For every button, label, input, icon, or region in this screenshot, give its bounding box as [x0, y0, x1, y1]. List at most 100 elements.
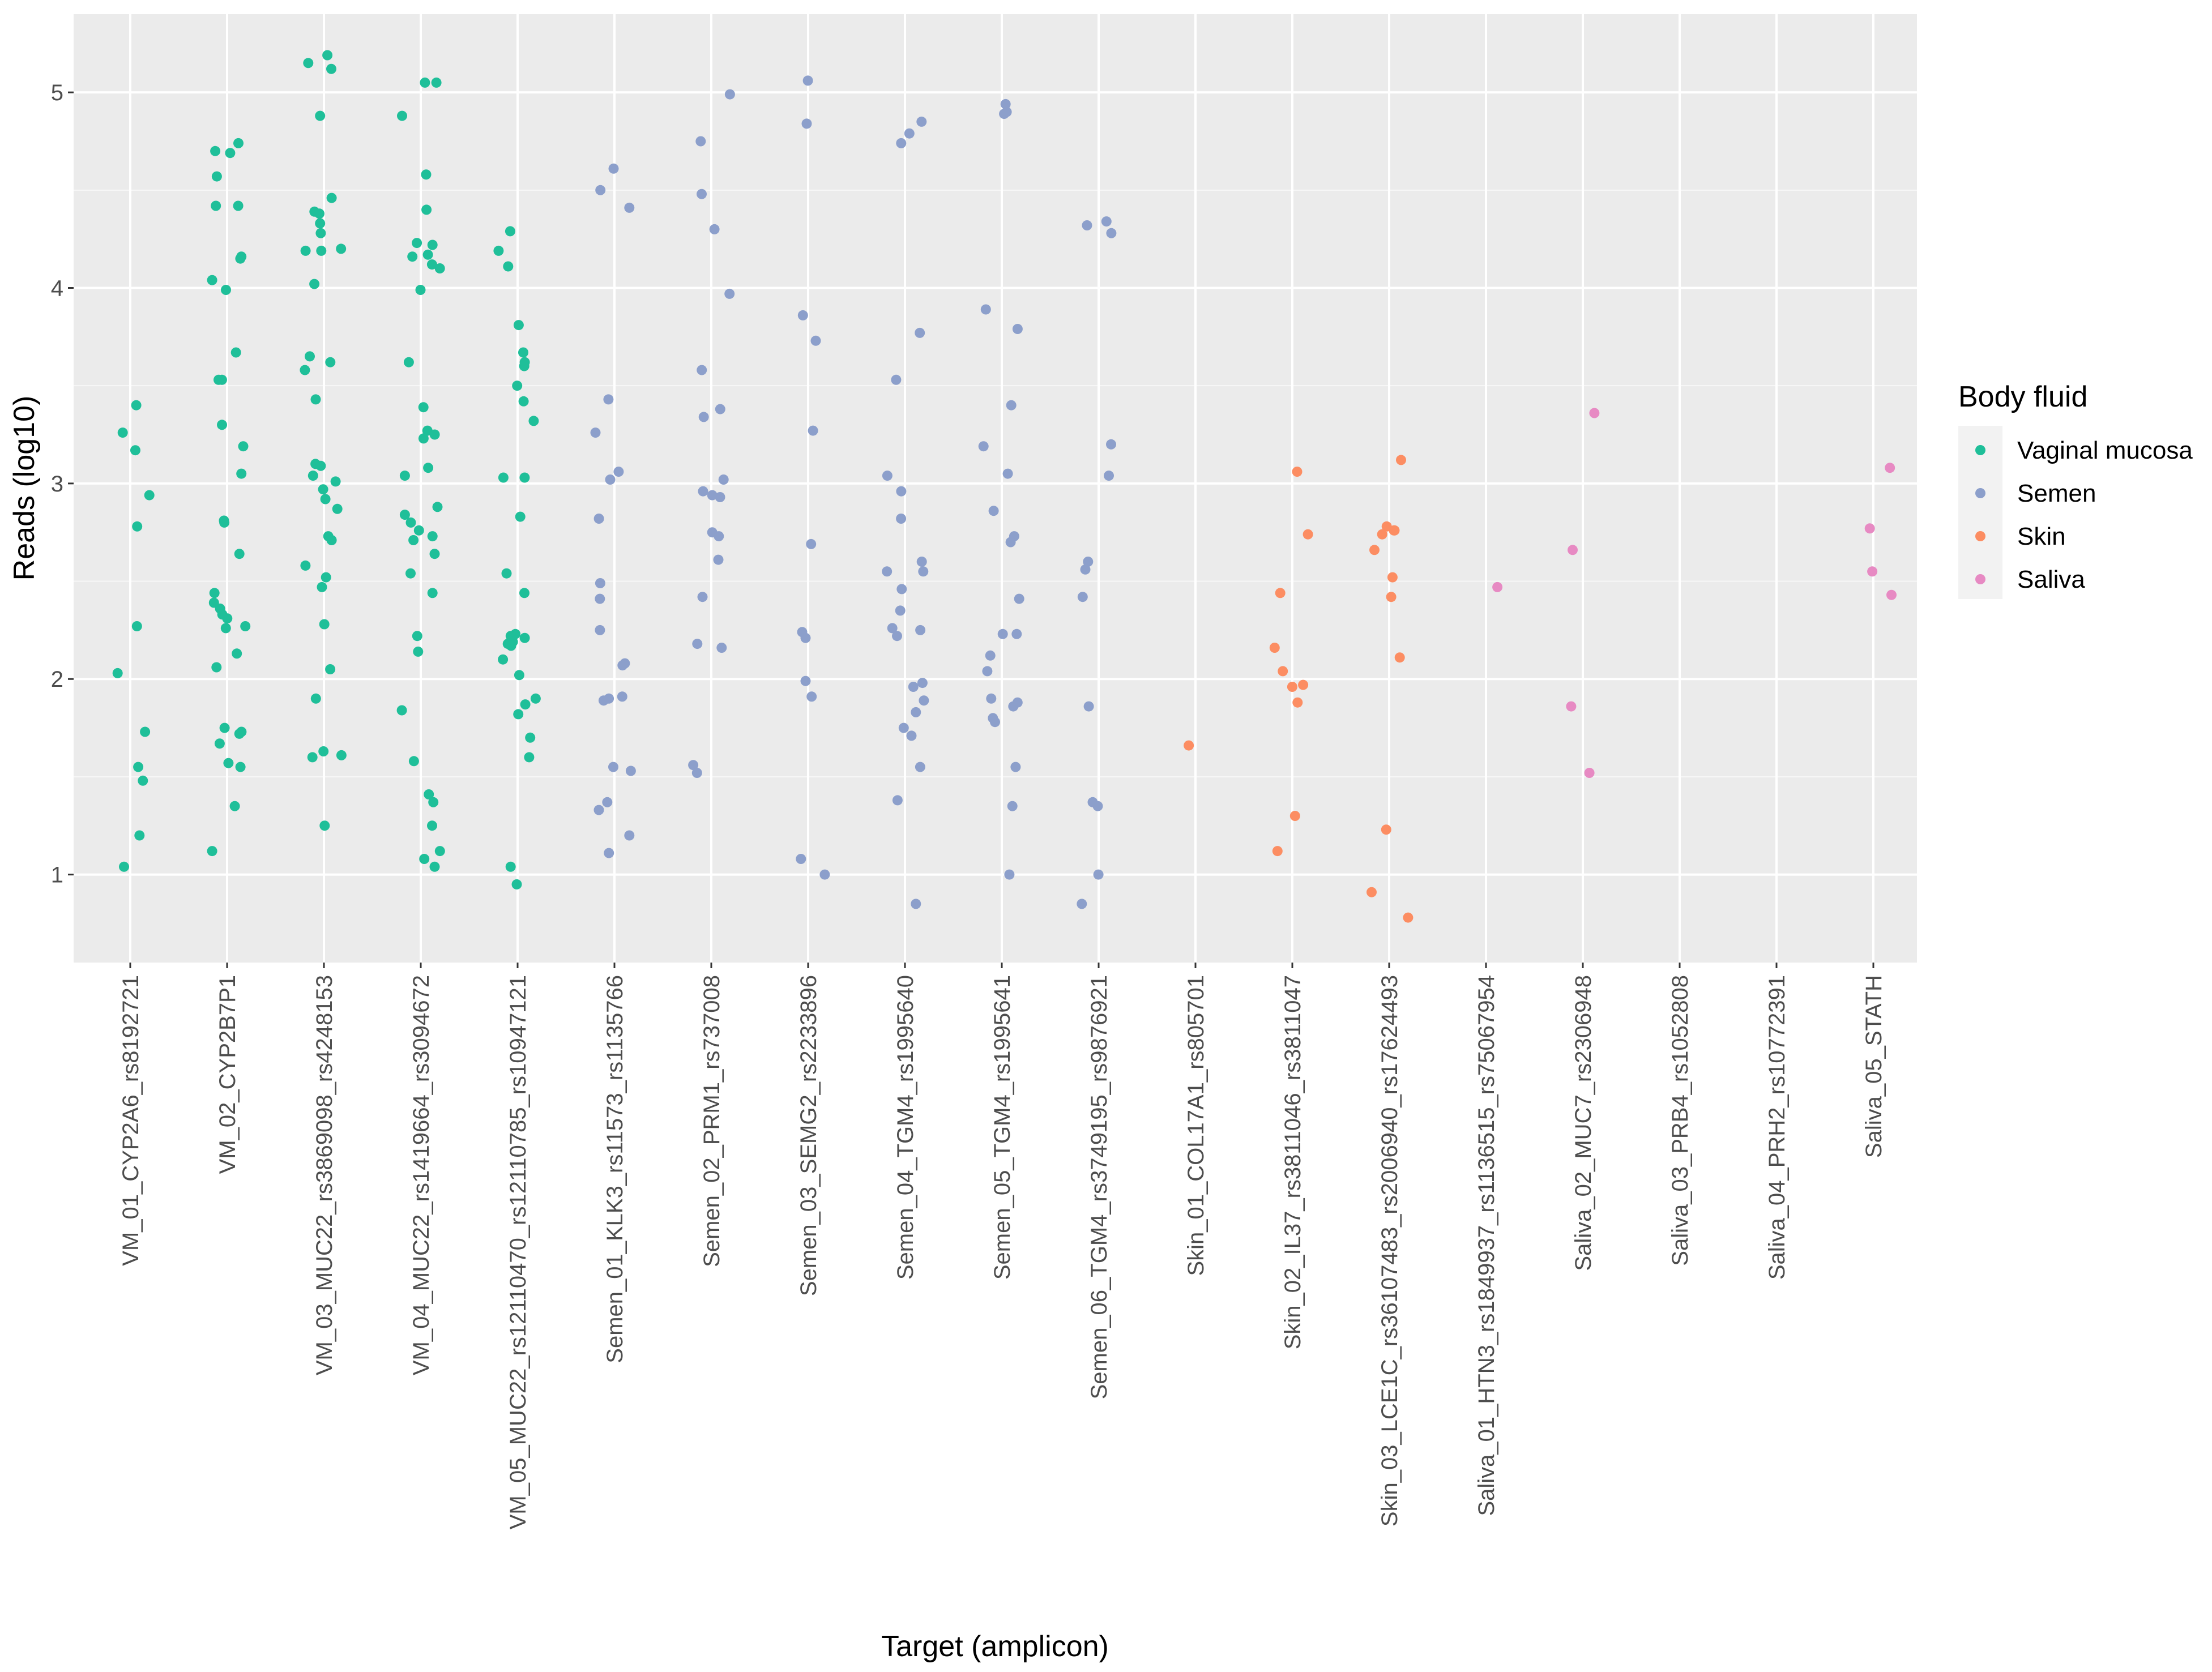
data-point: [797, 310, 808, 320]
data-point: [310, 693, 321, 704]
data-point: [428, 797, 439, 807]
data-point: [1083, 701, 1094, 712]
data-point: [423, 463, 434, 473]
data-point: [1589, 408, 1600, 418]
data-point: [716, 643, 727, 653]
x-tick-label: VM_02_CYP2B7P1: [215, 975, 240, 1174]
legend-key: [1975, 488, 1985, 498]
data-point: [303, 58, 314, 69]
data-point: [119, 861, 129, 872]
data-point: [140, 726, 151, 737]
x-axis: VM_01_CYP2A6_rs8192721 VM_02_CYP2B7P1 VM_0…: [118, 963, 1886, 1529]
data-point: [309, 279, 320, 289]
data-points: [112, 50, 1897, 923]
data-point: [715, 492, 725, 502]
data-point: [232, 648, 242, 659]
data-point: [911, 707, 921, 717]
data-point: [235, 253, 246, 264]
legend-label: Skin: [2017, 523, 2066, 550]
data-point: [131, 621, 142, 631]
data-point: [1005, 537, 1016, 548]
data-point: [895, 605, 906, 616]
data-point: [326, 63, 336, 74]
data-point: [310, 394, 321, 405]
data-point: [1272, 846, 1283, 857]
data-point: [305, 351, 315, 362]
data-point: [887, 623, 898, 634]
data-point: [427, 588, 438, 598]
x-tick-label: Semen_04_TGM4_rs1995640: [893, 975, 918, 1280]
data-point: [1077, 592, 1088, 602]
data-point: [714, 531, 724, 542]
data-point: [988, 506, 999, 516]
data-point: [336, 750, 347, 760]
data-point: [999, 109, 1010, 119]
data-point: [1298, 679, 1309, 690]
data-point: [1010, 762, 1021, 772]
data-point: [911, 899, 921, 909]
data-point: [709, 224, 720, 234]
data-point: [505, 861, 516, 872]
data-point: [300, 245, 311, 256]
data-point: [422, 249, 433, 260]
data-point: [424, 789, 434, 799]
data-point: [506, 640, 516, 651]
data-point: [724, 89, 735, 100]
data-point: [891, 374, 902, 385]
data-point: [315, 218, 326, 229]
data-point: [1492, 581, 1503, 592]
y-tick-label: 5: [51, 80, 63, 105]
data-point: [518, 396, 529, 407]
data-point: [713, 554, 724, 565]
data-point: [806, 691, 817, 702]
data-point: [624, 830, 635, 841]
data-point: [1082, 220, 1092, 230]
data-point: [617, 691, 627, 702]
data-point: [904, 128, 915, 139]
data-point: [434, 846, 445, 857]
data-point: [511, 879, 522, 890]
data-point: [519, 588, 529, 598]
data-point: [688, 760, 699, 771]
data-point: [1566, 701, 1577, 712]
data-point: [1012, 324, 1023, 334]
data-point: [1387, 572, 1398, 583]
data-point: [1403, 912, 1414, 923]
legend-key: [1975, 531, 1985, 541]
data-point: [980, 304, 991, 315]
x-tick-label: Semen_01_KLK3_rs11573_rs1135766: [603, 975, 627, 1363]
data-point: [593, 805, 604, 815]
data-point: [1101, 216, 1112, 227]
data-point: [419, 854, 430, 864]
data-point: [598, 695, 609, 706]
data-point: [605, 474, 616, 485]
data-point: [408, 756, 419, 767]
data-point: [724, 288, 735, 299]
data-point: [326, 193, 337, 203]
data-point: [625, 766, 636, 776]
data-point: [211, 662, 222, 673]
data-point: [808, 425, 818, 436]
data-point: [220, 623, 231, 634]
x-tick-label: Saliva_01_HTN3_rs1849937_rs1136515_rs750…: [1474, 975, 1499, 1516]
data-point: [330, 476, 341, 487]
data-point: [892, 795, 903, 806]
data-point: [801, 118, 812, 129]
data-point: [513, 320, 524, 331]
data-point: [624, 202, 635, 213]
data-point: [315, 460, 326, 471]
data-point: [697, 592, 708, 602]
data-point: [707, 490, 718, 501]
y-tick-label: 2: [51, 667, 63, 692]
data-point: [230, 347, 241, 358]
data-point: [1292, 467, 1303, 477]
data-point: [595, 625, 605, 635]
data-point: [1278, 666, 1288, 677]
data-point: [906, 730, 917, 741]
data-point: [229, 801, 240, 811]
data-point: [240, 621, 251, 631]
data-point: [1381, 824, 1391, 835]
data-point: [1006, 400, 1017, 410]
x-tick-label: Saliva_05_STATH: [1861, 975, 1886, 1158]
data-point: [300, 365, 310, 375]
